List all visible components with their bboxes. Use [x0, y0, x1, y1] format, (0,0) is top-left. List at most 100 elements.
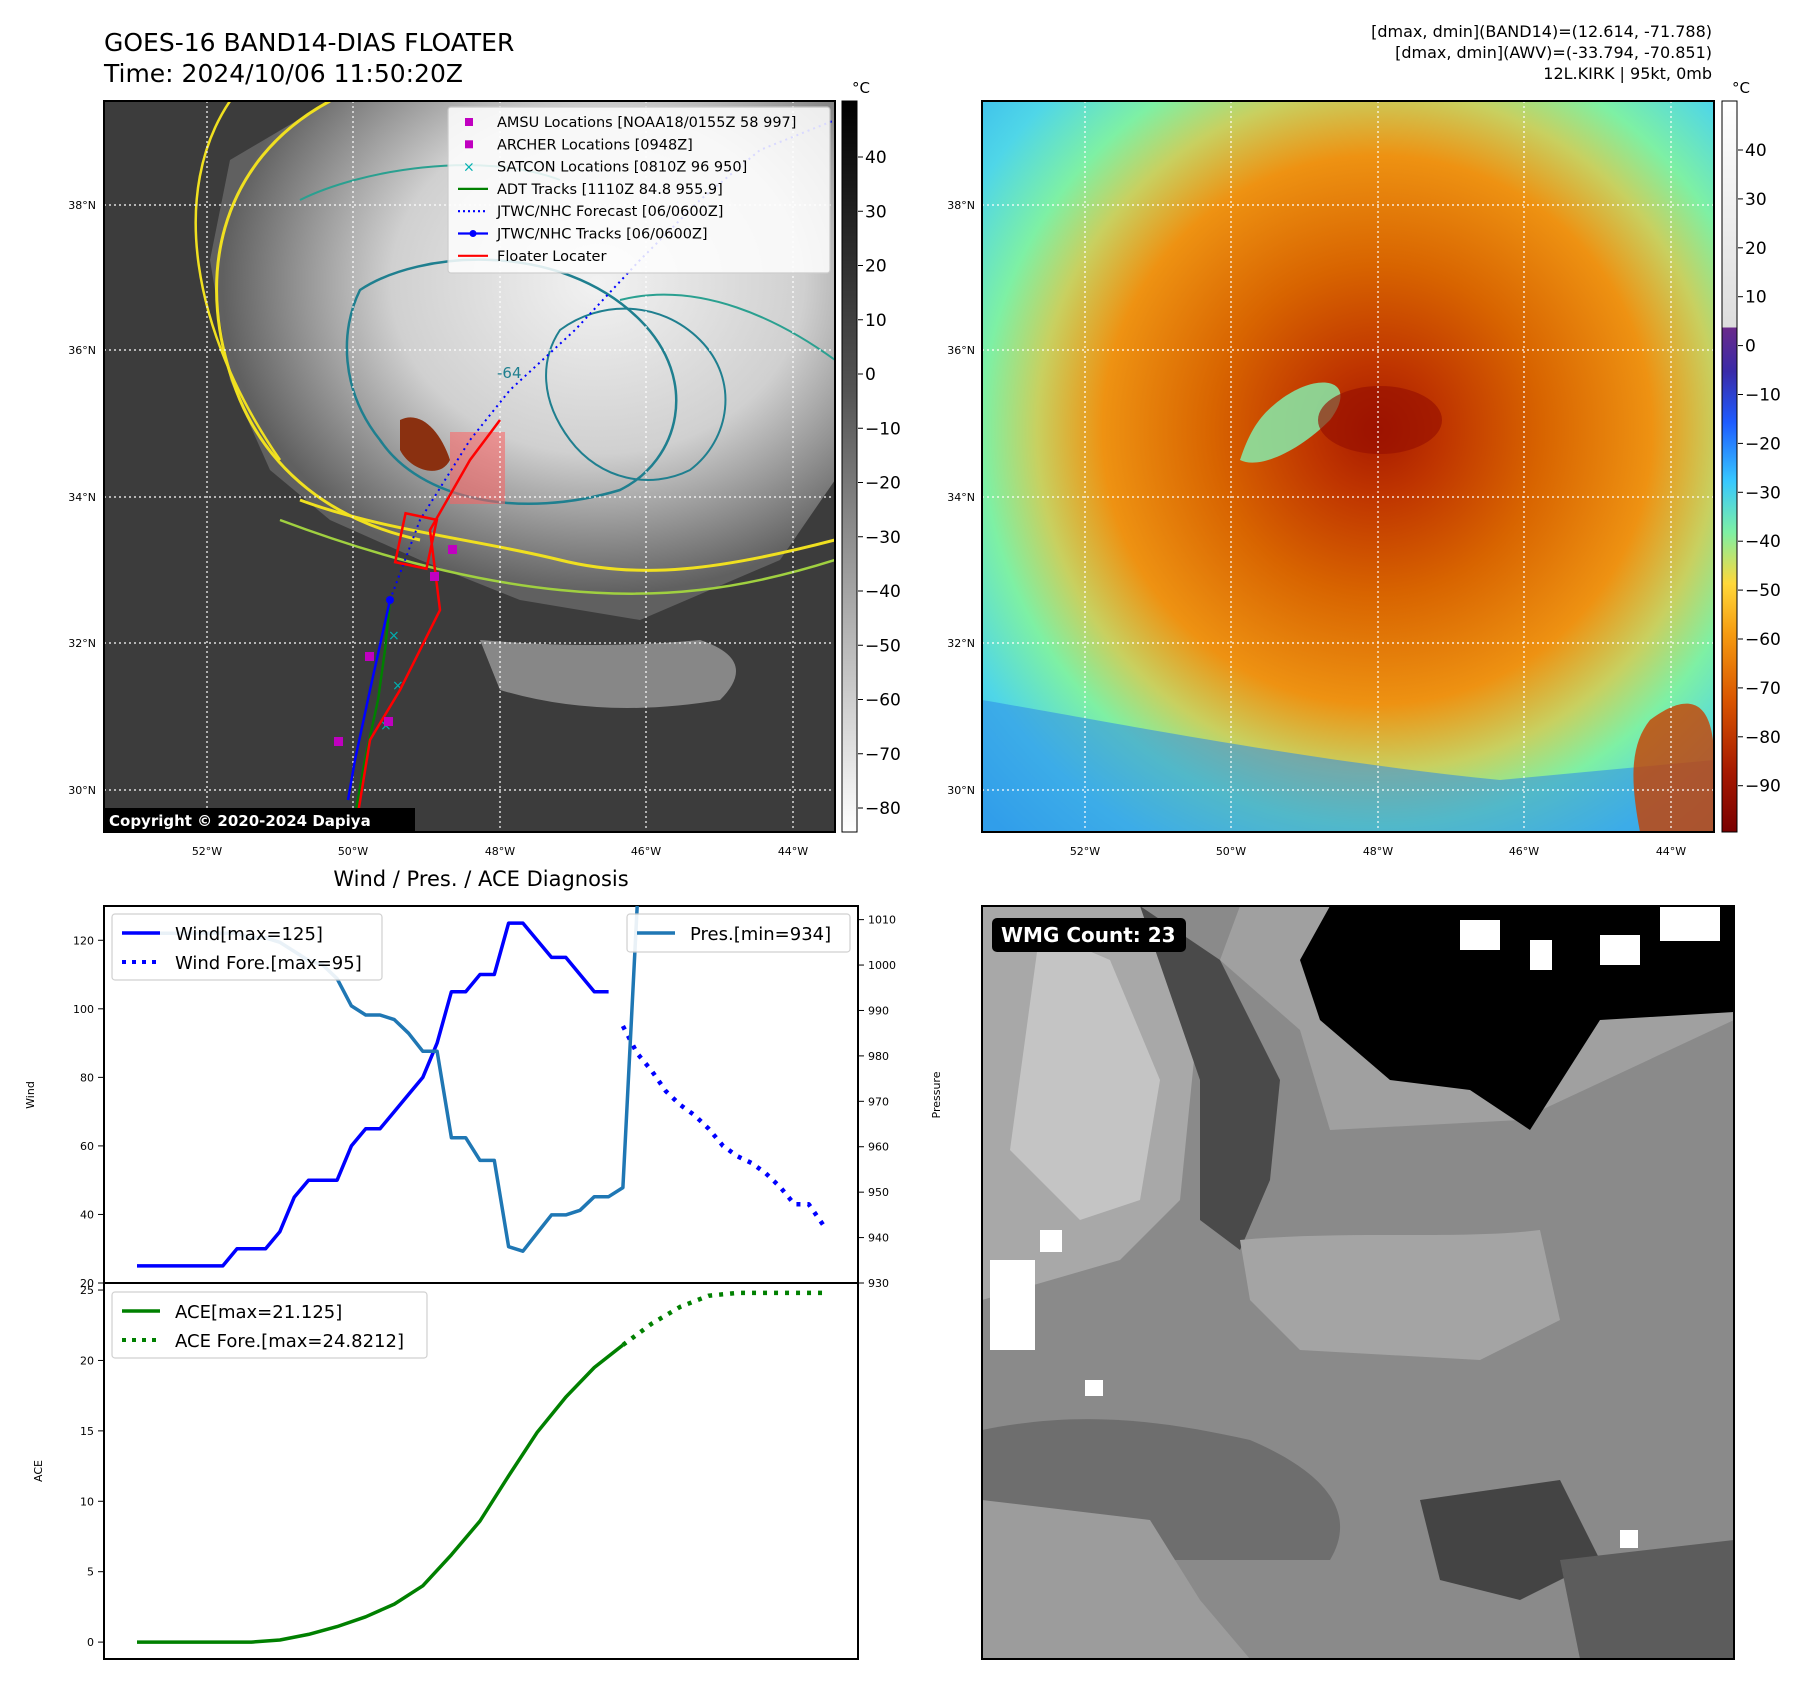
- ir-colorbar-unit: °C: [852, 79, 870, 97]
- contour-green: [279, 518, 835, 595]
- colorbar-tick-label: −20: [865, 474, 901, 494]
- legend-label: JTWC/NHC Tracks [06/0600Z]: [496, 227, 708, 243]
- ace-legend-label: ACE[max=21.125]: [175, 1302, 342, 1323]
- satcon-marker: ×: [392, 678, 404, 694]
- awv-frame: [981, 100, 1715, 833]
- colorbar-tick-label: −80: [865, 799, 901, 819]
- colorbar-tick-label: −70: [1745, 679, 1781, 699]
- ir-colorbar: [841, 100, 858, 833]
- legend-label: ARCHER Locations [0948Z]: [497, 137, 693, 153]
- figure-time: Time: 2024/10/06 11:50:20Z: [104, 59, 463, 88]
- lat-label: 30°N: [68, 784, 96, 797]
- storm-info: 12L.KIRK | 95kt, 0mb: [1543, 64, 1712, 83]
- ir-lat-labels: 38°N 36°N 34°N 32°N 30°N: [68, 199, 96, 797]
- awv-eyewall-gap: [1240, 382, 1341, 463]
- ir-legend: AMSU Locations [NOAA18/0155Z 58 997] ARCH…: [447, 106, 831, 274]
- colorbar-tick-label: −20: [1745, 434, 1781, 454]
- colorbar-tick-label: 10: [865, 311, 887, 331]
- wind-ylabel: Wind: [24, 1081, 37, 1109]
- colorbar-tick-label: 30: [1745, 190, 1767, 210]
- jtwc-track: [346, 599, 392, 801]
- wind-ytick-label: 120: [73, 934, 94, 947]
- colorbar-tick-label: −90: [1745, 777, 1781, 797]
- ace-ylabel: ACE: [32, 1460, 45, 1482]
- colorbar-tick-label: 10: [1745, 288, 1767, 308]
- copyright-box: [104, 808, 415, 832]
- wmg-frame: [981, 905, 1735, 1660]
- wmg-region: [982, 1500, 1250, 1659]
- colorbar-tick-label: −10: [1745, 386, 1781, 406]
- ace-ytick-label: 5: [87, 1566, 94, 1579]
- lon-label: 48°W: [1363, 845, 1393, 858]
- pressure-ytick-label: 970: [868, 1095, 889, 1108]
- colorbar-tick-label: −50: [865, 636, 901, 656]
- adt-track: [350, 599, 392, 832]
- band14-range: [dmax, dmin](BAND14)=(12.614, -71.788): [1371, 22, 1712, 41]
- series-line: [620, 1024, 825, 1226]
- wind-fore-legend-label: Wind Fore.[max=95]: [175, 953, 362, 974]
- colorbar-tick-label: −40: [865, 582, 901, 602]
- wmg-count-label: WMG Count: 23: [1001, 923, 1176, 947]
- ace-fore-legend-label: ACE Fore.[max=24.8212]: [175, 1331, 404, 1352]
- lon-label: 50°W: [1216, 845, 1246, 858]
- colorbar-tick-label: −60: [1745, 630, 1781, 650]
- archer-marker: [430, 572, 439, 581]
- series-line: [621, 1290, 823, 1347]
- colorbar-tick-label: 40: [865, 148, 887, 168]
- lon-label: 52°W: [192, 845, 222, 858]
- floater-locater: [353, 419, 501, 832]
- colorbar-tick-label: −30: [1745, 483, 1781, 503]
- legend-label: AMSU Locations [NOAA18/0155Z 58 997]: [497, 115, 796, 131]
- diagnosis-title: Wind / Pres. / ACE Diagnosis: [333, 867, 628, 891]
- ace-plot-area: 0 5 10 15 20 25: [80, 1284, 823, 1649]
- colorbar-tick-label: −50: [1745, 581, 1781, 601]
- ace-ytick-label: 15: [80, 1425, 94, 1438]
- ir-colorbar-ticks: 40 30 20 10 0 −10 −20 −30 −40 −50 −60 −70 −80: [858, 148, 901, 819]
- awv-range: [dmax, dmin](AWV)=(-33.794, -70.851): [1395, 43, 1712, 62]
- lon-label: 46°W: [1509, 845, 1539, 858]
- lon-label: 46°W: [631, 845, 661, 858]
- amsu-archer-markers: [334, 545, 457, 746]
- wind-ytick-label: 100: [73, 1003, 94, 1016]
- wind-ytick-label: 80: [80, 1071, 94, 1084]
- pressure-ytick-label: 940: [868, 1232, 889, 1245]
- wind-ytick-label: 60: [80, 1140, 94, 1153]
- colorbar-tick-label: 0: [1745, 337, 1756, 357]
- ir-hotspot: [400, 417, 450, 471]
- colorbar-tick-label: −30: [865, 528, 901, 548]
- satcon-marker: ×: [388, 628, 400, 644]
- colorbar-tick-label: −40: [1745, 532, 1781, 552]
- lat-label: 38°N: [947, 199, 975, 212]
- lon-label: 50°W: [338, 845, 368, 858]
- lat-label: 38°N: [68, 199, 96, 212]
- lon-label: 48°W: [485, 845, 515, 858]
- legend-marker-dot: [469, 230, 477, 237]
- legend-label: ADT Tracks [1110Z 84.8 955.9]: [497, 182, 723, 198]
- pressure-ytick-label: 980: [868, 1050, 889, 1063]
- colorbar-tick-label: 20: [1745, 239, 1767, 259]
- pressure-ytick-label: 1010: [868, 914, 896, 927]
- lat-label: 36°N: [947, 344, 975, 357]
- wind-ytick-label: 20: [80, 1277, 94, 1290]
- ir-map-panel: -64 × × ×: [68, 79, 901, 858]
- wmg-region: [1560, 1540, 1734, 1659]
- awv-corner-band: [1633, 703, 1714, 832]
- contour-teal: [545, 307, 727, 481]
- awv-core: [1318, 386, 1442, 454]
- archer-marker: [384, 717, 393, 726]
- awv-field: [982, 101, 1714, 832]
- awv-dry-region: [982, 700, 1714, 832]
- wmg-count-box: [992, 918, 1186, 952]
- lat-label: 30°N: [947, 784, 975, 797]
- pressure-legend-box: [626, 913, 851, 953]
- legend-marker: [465, 140, 473, 149]
- wmg-panel: WMG Count: 23: [981, 905, 1735, 1660]
- legend-label: SATCON Locations [0810Z 96 950]: [497, 160, 747, 176]
- colorbar-tick-label: −60: [865, 691, 901, 711]
- awv-lon-labels: 52°W 50°W 48°W 46°W 44°W: [1070, 845, 1686, 858]
- lon-label: 52°W: [1070, 845, 1100, 858]
- colorbar-tick-label: 30: [865, 202, 887, 222]
- colorbar-tick-label: 40: [1745, 141, 1767, 161]
- wind-legend-box: [111, 913, 383, 981]
- archer-marker: [448, 545, 457, 554]
